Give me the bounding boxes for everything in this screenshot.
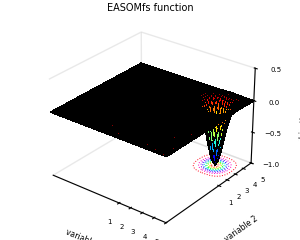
Y-axis label: variable 2: variable 2 bbox=[223, 214, 259, 240]
Title: EASOMfs function: EASOMfs function bbox=[107, 3, 193, 13]
X-axis label: variable 1: variable 1 bbox=[64, 228, 103, 240]
